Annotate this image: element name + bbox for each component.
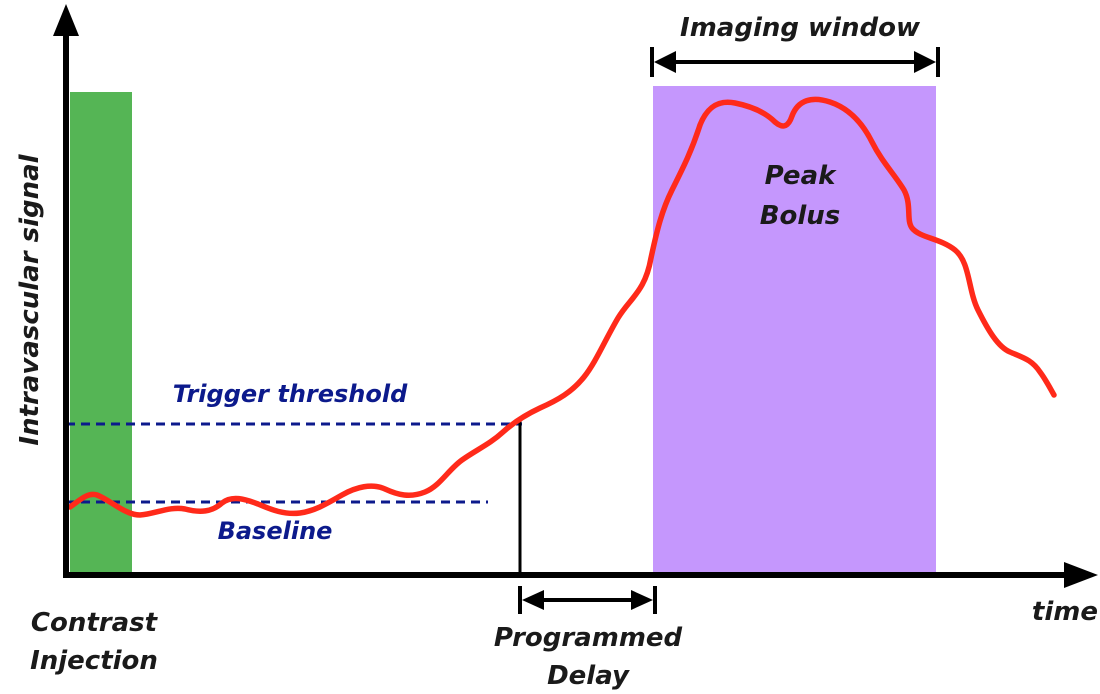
programmed-delay-label-line2: Delay [547,661,630,691]
imaging-window-label: Imaging window [680,13,921,43]
peak-bolus-label-line1: Peak [765,161,838,191]
signal-curve [67,96,1057,518]
imaging-window-arrow-right-head [914,51,936,73]
y-axis-arrowhead [53,4,79,36]
trigger-threshold-label: Trigger threshold [173,380,408,408]
baseline-label: Baseline [218,517,333,545]
peak-bolus-label-line2: Bolus [760,201,841,231]
delay-arrow-left-head [522,590,544,610]
imaging-window-band [653,86,936,574]
contrast-injection-band [70,92,132,574]
contrast-injection-label-line2: Injection [30,646,158,676]
x-axis-arrowhead [1064,562,1098,588]
programmed-delay-label-line1: Programmed [494,623,683,653]
x-axis-label: time [1032,597,1098,627]
imaging-window-arrow-left-head [654,51,676,73]
delay-arrow-right-head [631,590,653,610]
y-axis-label: Intravascular signal [15,153,45,445]
contrast-injection-label-line1: Contrast [31,608,159,638]
